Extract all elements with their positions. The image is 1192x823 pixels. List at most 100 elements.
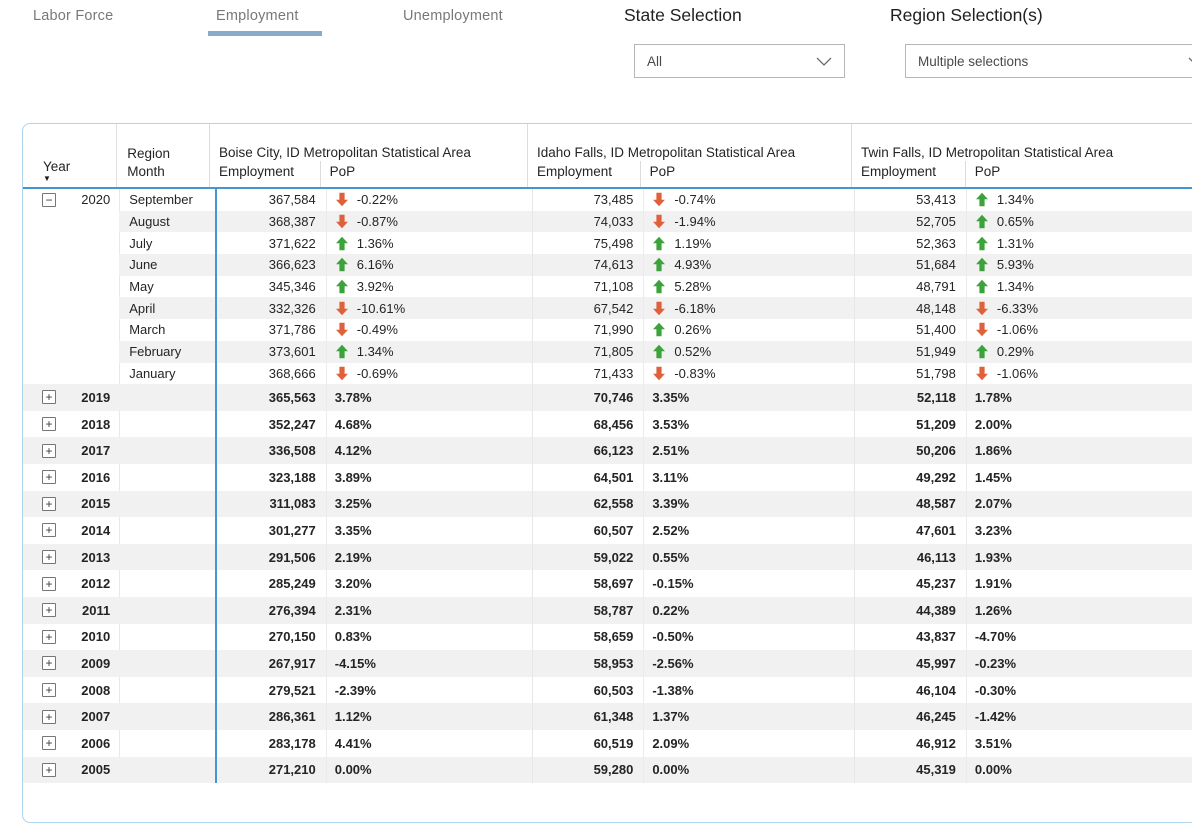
employment-value: 285,249 <box>268 576 316 592</box>
expand-icon[interactable]: + <box>42 443 56 458</box>
chevron-down-icon[interactable] <box>1188 57 1192 66</box>
year-cell: +2005 <box>23 756 121 784</box>
pop-percent: 1.19% <box>674 235 712 251</box>
year-label: 2016 <box>81 469 111 485</box>
collapse-icon[interactable]: − <box>42 192 56 207</box>
region-month-column-header[interactable]: Region Month <box>116 124 209 187</box>
pop-percent: 1.34% <box>996 279 1034 295</box>
employment-value: 74,033 <box>532 210 644 233</box>
matrix-header: Year ▼ Region Month Boise City, ID Metro… <box>23 124 1192 189</box>
pop-percent: 2.51% <box>652 443 690 459</box>
table-row: +2010 270,150 0.83% 58,659 -0.50% 43,837 -4.70… <box>23 623 1192 651</box>
expand-icon[interactable]: + <box>42 603 56 618</box>
year-cell: +2018 <box>23 410 121 438</box>
expand-icon[interactable]: + <box>42 709 56 724</box>
year-label: 2012 <box>81 576 111 592</box>
employment-value: 323,188 <box>268 469 316 485</box>
employment-column-header[interactable]: Employment <box>861 164 937 179</box>
year-column-header[interactable]: Year ▼ <box>23 124 116 187</box>
pop-value: 1.26% <box>965 596 1192 624</box>
employment-value: 70,746 <box>532 384 644 411</box>
expand-icon[interactable]: + <box>42 523 56 538</box>
arrow-down-icon <box>653 193 666 207</box>
tab-employment[interactable]: Employment <box>216 8 299 24</box>
pop-value: -1.94% <box>643 210 854 233</box>
expand-icon[interactable]: + <box>42 656 56 671</box>
employment-value: 52,118 <box>853 384 966 411</box>
pop-column-header[interactable]: PoP <box>319 161 527 187</box>
table-row: +2006 283,178 4.41% 60,519 2.09% 46,912 3.51% <box>23 729 1192 757</box>
pop-percent: 4.93% <box>674 257 712 273</box>
pop-value: 2.00% <box>965 410 1192 438</box>
sort-desc-icon: ▼ <box>43 174 51 183</box>
pop-percent: -0.49% <box>356 322 398 338</box>
pop-value: 1.91% <box>965 570 1192 597</box>
chevron-down-icon[interactable] <box>816 57 832 66</box>
expand-icon[interactable]: + <box>42 736 56 751</box>
employment-value: 45,237 <box>853 570 966 597</box>
expand-icon[interactable]: + <box>42 470 56 485</box>
month-label: August <box>129 214 170 230</box>
month-cell: February <box>119 340 217 363</box>
table-row: − 2020 September 367,584 -0.22% 73,485 -0.74% 5… <box>23 189 1192 211</box>
pop-percent: -6.33% <box>996 300 1039 316</box>
pop-percent: 4.41% <box>334 735 372 751</box>
employment-value: 270,150 <box>268 629 316 645</box>
arrow-up-icon <box>335 344 348 359</box>
year-label: 2017 <box>81 443 111 459</box>
employment-value: 62,558 <box>532 490 644 518</box>
expand-icon[interactable]: + <box>42 629 56 644</box>
employment-value: 45,997 <box>853 650 966 677</box>
pop-column-header[interactable]: PoP <box>964 161 1192 187</box>
pop-column-header[interactable]: PoP <box>639 161 851 187</box>
expand-icon[interactable]: + <box>42 550 56 565</box>
expand-icon[interactable]: + <box>42 390 56 405</box>
arrow-up-icon <box>335 279 348 294</box>
pop-percent: 1.93% <box>974 549 1012 565</box>
pop-value: 3.23% <box>965 517 1192 544</box>
pop-percent: -1.42% <box>974 709 1017 725</box>
pop-percent: 5.93% <box>996 257 1034 273</box>
pop-percent: 0.00% <box>652 762 690 778</box>
arrow-up-icon <box>975 279 988 294</box>
year-cell: +2017 <box>23 437 121 464</box>
employment-value: 58,697 <box>532 570 643 597</box>
pop-percent: -6.18% <box>674 300 716 316</box>
table-row: +2018 352,247 4.68% 68,456 3.53% 51,209 2.00% <box>23 410 1192 438</box>
pop-value: -10.61% <box>325 297 533 320</box>
tab-unemployment[interactable]: Unemployment <box>403 8 503 24</box>
tab-labor-force[interactable]: Labor Force <box>33 8 114 24</box>
expand-icon[interactable]: + <box>42 417 56 432</box>
employment-value: 51,400 <box>853 319 966 341</box>
arrow-up-icon <box>975 214 988 229</box>
employment-value: 74,613 <box>532 254 644 276</box>
pop-value: -6.33% <box>965 297 1192 320</box>
expand-icon[interactable]: + <box>42 576 56 591</box>
state-dropdown-value: All <box>647 53 663 69</box>
pop-percent: 1.86% <box>974 443 1012 459</box>
year-cell: +2016 <box>23 463 121 491</box>
employment-value: 279,521 <box>268 682 316 698</box>
month-label: April <box>129 300 156 316</box>
month-label: January <box>129 365 176 381</box>
year-cell: +2008 <box>23 676 121 704</box>
employment-matrix-table: Year ▼ Region Month Boise City, ID Metro… <box>22 123 1192 823</box>
active-tab-indicator <box>208 31 322 36</box>
employment-value: 48,148 <box>853 297 966 320</box>
employment-value: 336,508 <box>216 437 326 464</box>
expand-icon[interactable]: + <box>42 683 56 698</box>
arrow-down-icon <box>653 366 666 381</box>
month-cell <box>119 756 217 784</box>
region-dropdown[interactable]: Multiple selections <box>905 44 1192 78</box>
table-row: +2005 271,210 0.00% 59,280 0.00% 45,319 0.00% <box>23 756 1192 784</box>
month-label: June <box>129 257 158 273</box>
month-cell <box>119 729 217 757</box>
pop-value: -6.18% <box>643 297 854 320</box>
pop-value: -0.49% <box>325 319 532 341</box>
expand-icon[interactable]: + <box>42 496 56 511</box>
employment-column-header[interactable]: Employment <box>219 164 295 179</box>
pop-percent: 3.23% <box>974 522 1012 538</box>
employment-column-header[interactable]: Employment <box>537 164 613 179</box>
state-dropdown[interactable]: All <box>634 44 845 78</box>
expand-icon[interactable]: + <box>42 762 56 777</box>
